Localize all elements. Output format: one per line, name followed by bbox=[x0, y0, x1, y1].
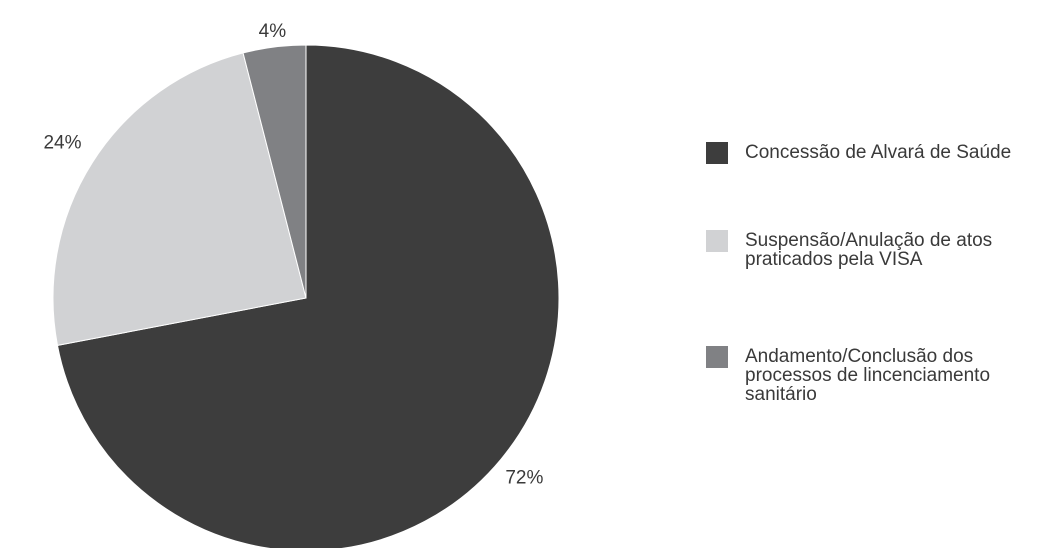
pie-slice-suspensao bbox=[52, 52, 307, 346]
pie-svg: 72% 24% 4% bbox=[43, 21, 560, 548]
pie-label-suspensao: 24% bbox=[43, 132, 81, 153]
pie-value-labels: 72% 24% 4% bbox=[43, 21, 543, 489]
pie-slices bbox=[52, 44, 560, 548]
pie-label-andamento: 4% bbox=[259, 21, 287, 42]
legend-swatch-suspensao bbox=[706, 230, 728, 252]
legend-swatch-andamento bbox=[706, 346, 728, 368]
legend-item-suspensao: Suspensão/Anulação de atos praticados pe… bbox=[706, 230, 1045, 269]
legend-label-suspensao: Suspensão/Anulação de atos praticados pe… bbox=[745, 230, 993, 270]
pie-slice-alvara bbox=[56, 44, 560, 548]
legend-item-alvara: Concessão de Alvará de Saúde bbox=[706, 142, 1045, 164]
pie-slice-andamento bbox=[242, 44, 307, 299]
pie-label-alvara: 72% bbox=[505, 468, 543, 489]
legend-label-andamento: Andamento/Conclusão dos processos de lin… bbox=[745, 346, 991, 405]
legend-swatch-alvara bbox=[706, 142, 728, 164]
legend-label-alvara: Concessão de Alvará de Saúde bbox=[745, 142, 1012, 163]
legend-item-andamento: Andamento/Conclusão dos processos de lin… bbox=[706, 346, 1045, 404]
